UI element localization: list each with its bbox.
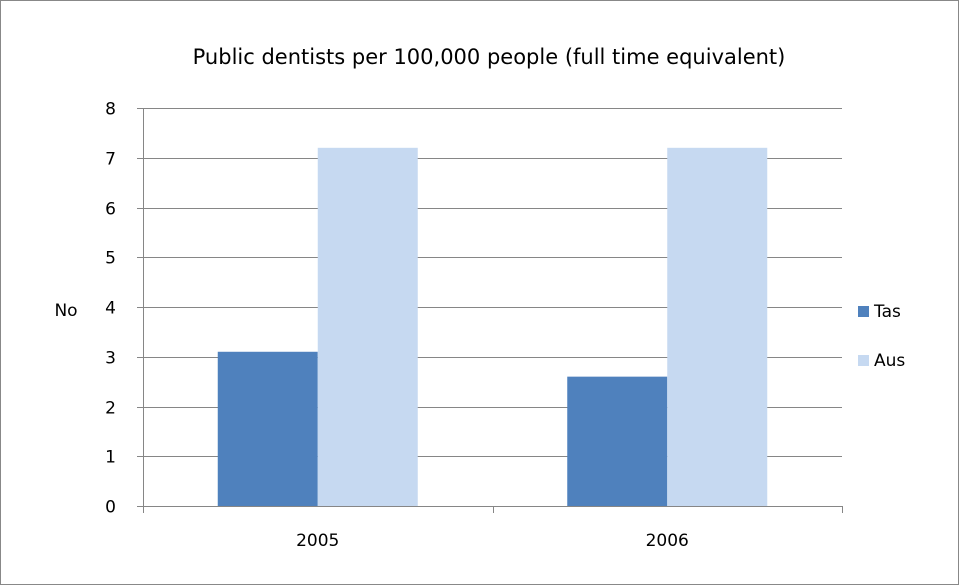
- y-tick-label: 8: [105, 100, 116, 120]
- bar-tas-2006: [567, 376, 668, 506]
- bar-tas-2005: [217, 351, 318, 506]
- x-tick-label: 2005: [296, 531, 339, 551]
- bar-aus-2005: [317, 147, 418, 507]
- legend-swatch-aus: [858, 355, 869, 366]
- legend-swatch-tas: [858, 306, 869, 317]
- y-tick-label: 3: [105, 349, 116, 369]
- bar-aus-2006: [667, 147, 768, 507]
- y-tick-label: 6: [105, 200, 116, 220]
- y-tick-label: 2: [105, 399, 116, 419]
- bars: [217, 147, 768, 507]
- y-axis-label: No: [54, 301, 77, 321]
- y-tick-label: 7: [105, 150, 116, 170]
- legend-label-aus: Aus: [874, 351, 905, 371]
- legend-label-tas: Tas: [873, 302, 901, 322]
- y-tick-label: 5: [105, 249, 116, 269]
- legend: Tas Aus: [858, 302, 905, 371]
- chart-title: Public dentists per 100,000 people (full…: [193, 45, 786, 69]
- y-tick-label: 1: [105, 448, 116, 468]
- x-tick-label: 2006: [646, 531, 689, 551]
- y-tick-label: 4: [105, 299, 116, 319]
- axes: 0 1 2 3 4 5 6 7 8 2005 2006: [105, 100, 843, 551]
- y-tick-label: 0: [105, 498, 116, 518]
